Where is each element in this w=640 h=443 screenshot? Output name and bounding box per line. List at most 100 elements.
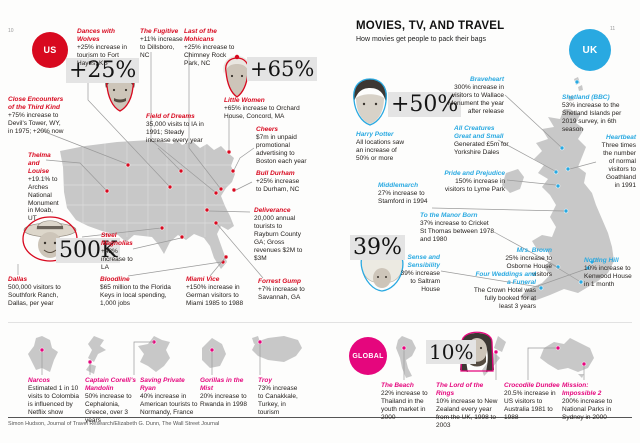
movie-title: Mrs. Brown — [516, 247, 552, 254]
annotation-dallas: Dallas 500,000 visitors to Southfork Ran… — [8, 276, 68, 308]
annotation-close-encounters: Close Encounters of the Third Kind +75% … — [8, 96, 64, 136]
movie-title: Troy — [258, 377, 272, 384]
map-dot-concord — [226, 149, 232, 155]
annotation-the-fugitive: The Fugitive +11% increase to Dillsboro,… — [140, 28, 184, 60]
map-dot-fort-hayes — [167, 184, 173, 190]
annotation-cheers: Cheers $7m in unpaid promotional adverti… — [256, 126, 310, 166]
movie-stat: 150% increase in visitors to Lyme Park — [444, 177, 505, 193]
annotation-troy: Troy 73% increase to Canakkale, Turkey, … — [258, 377, 300, 417]
map-dot-thailand — [401, 345, 407, 351]
movie-stat: +19.1% to Arches National Monument in Mo… — [28, 175, 59, 223]
annotation-shetland: Shetland (BBC) 53% increase to the Shetl… — [562, 94, 628, 134]
annotation-to-the-manor-born: To the Manor Born 37% increase to Cricke… — [420, 212, 494, 244]
map-dot-miami — [223, 254, 229, 260]
map-dot-savannah — [213, 220, 219, 226]
movie-title: Four Weddings and a Funeral — [475, 271, 536, 286]
map-dot-wallace-monument — [559, 145, 565, 151]
colombia-map — [28, 336, 58, 372]
movie-title: Steel Magnolias — [101, 232, 133, 247]
movie-stat: 300% increase in visitors to Wallace Mon… — [447, 83, 504, 115]
stat-little-women: +65% — [247, 57, 318, 81]
page-title: MOVIES, TV, AND TRAVEL — [356, 20, 505, 32]
annotation-braveheart: Braveheart 300% increase in visitors to … — [440, 76, 504, 116]
movie-stat: 22% increase to Thailand in the youth ma… — [381, 389, 428, 421]
map-dot-normandy — [151, 339, 157, 345]
map-dot-lyme-park — [555, 183, 561, 189]
us-region-badge: US — [32, 32, 68, 68]
movie-title: Gorillas in the Mist — [200, 377, 244, 392]
stat-harry-potter: +50% — [388, 92, 462, 117]
annotation-bull-durham: Bull Durham +25% increase to Durham, NC — [256, 170, 304, 194]
annotation-sense-and-sensibility: Sense and Sensibility 39% increase to Sa… — [394, 254, 440, 294]
map-dot-field-of-dreams — [178, 168, 184, 174]
movie-title: Mission: Impossible 2 — [562, 382, 602, 397]
movie-stat: +25% increase to Chimney Rock Park, NC — [184, 43, 235, 67]
movie-title: The Beach — [381, 382, 414, 389]
page-subtitle: How movies get people to pack their bags — [356, 36, 486, 43]
movie-title: Field of Dreams — [146, 113, 195, 120]
movie-title: Saving Private Ryan — [140, 377, 185, 392]
annotation-deliverance: Deliverance 20,000 annual tourists to Ra… — [254, 207, 304, 262]
map-dot-durham — [231, 187, 237, 193]
movie-title: Notting Hill — [584, 257, 619, 264]
map-dot-natchitoches — [179, 234, 185, 240]
map-dot-rwanda — [209, 347, 215, 353]
annotation-bloodline: Bloodline $65 million to the Florida Key… — [100, 276, 180, 308]
turkey-map — [252, 336, 302, 362]
annotation-saving-private-ryan: Saving Private Ryan 40% increase in Amer… — [140, 377, 198, 417]
stat-sense-and-sensibility: 39% — [350, 235, 405, 260]
movie-stat: 10% increase to Kenwood House in 1 month — [584, 264, 632, 288]
annotation-captain-corelli: Captain Corelli's Mandolin 50% increase … — [85, 377, 137, 425]
movie-title: Bull Durham — [256, 170, 295, 177]
movie-stat: All locations saw an increase of 50% or … — [356, 138, 405, 162]
movie-title: The Fugitive — [140, 28, 179, 35]
movie-stat: 10% increase to New Zealand every year f… — [436, 397, 498, 429]
movie-title: Forrest Gump — [258, 278, 301, 285]
section-divider — [8, 322, 632, 323]
movie-title: Thelma and Louise — [28, 152, 51, 175]
map-dot-crown-hotel — [585, 265, 591, 271]
footer-rule — [8, 417, 632, 418]
map-dot-boston — [230, 168, 236, 174]
map-dot-devils-tower — [125, 162, 131, 168]
movie-title: To the Manor Born — [420, 212, 478, 219]
movie-stat: 27% increase to Stamford in 1994 — [378, 189, 428, 205]
uk-region-badge: UK — [569, 29, 611, 71]
movie-stat: 37% increase to Cricket St Thomas betwee… — [420, 219, 494, 243]
annotation-middlemarch: Middlemarch 27% increase to Stamford in … — [378, 182, 430, 206]
australia-map — [540, 338, 594, 378]
movie-stat: 39% increase to Saltram House — [400, 269, 440, 293]
movie-stat: 500,000 visitors to Southfork Ranch, Dal… — [8, 283, 61, 307]
movie-stat: +25% increase to Durham, NC — [256, 177, 300, 193]
movie-title: Pride and Prejudice — [444, 170, 505, 177]
movie-title: Little Women — [224, 97, 265, 104]
movie-title: All Creatures Great and Small — [454, 125, 504, 140]
annotation-thelma-and-louise: Thelma and Louise +19.1% to Arches Natio… — [28, 152, 60, 223]
annotation-all-creatures: All Creatures Great and Small Generated … — [454, 125, 510, 157]
annotation-forrest-gump: Forrest Gump +7% increase to Savannah, G… — [258, 278, 308, 302]
movie-stat: +75% increase to Devil's Tower, WY, in 1… — [8, 111, 64, 135]
map-dot-australia-north — [555, 345, 561, 351]
annotation-mission-impossible-2: Mission: Impossible 2 200% increase to N… — [562, 382, 616, 422]
movie-title: Sense and Sensibility — [407, 254, 440, 269]
annotation-four-weddings: Four Weddings and a Funeral The Crown Ho… — [472, 271, 536, 311]
annotation-dances-with-wolves: Dances with Wolves +25% increase in tour… — [77, 28, 137, 68]
annotation-miami-vice: Miami Vice +150% increase in German visi… — [186, 276, 244, 308]
map-dot-florida-keys — [220, 259, 226, 265]
movie-stat: +150% increase in German visitors to Mia… — [186, 283, 244, 307]
movie-stat: +48% increase to LA — [101, 247, 133, 271]
source-credit: Simon Hudson, Journal of Travel Research… — [8, 421, 220, 427]
map-dot-saltram-house — [538, 285, 544, 291]
annotation-notting-hill: Notting Hill 10% increase to Kenwood Hou… — [584, 257, 634, 289]
right-page-number: 11 — [610, 26, 616, 32]
movie-stat: +25% increase in tourism to Fort Hayes, … — [77, 43, 128, 67]
movie-title: Deliverance — [254, 207, 291, 214]
annotation-steel-magnolias: Steel Magnolias +48% increase to LA — [101, 232, 135, 272]
annotation-crocodile-dundee: Crocodile Dundee 20.5% increase in US vi… — [504, 382, 560, 422]
movie-stat: 50% increase to Cephalonia, Greece, over… — [85, 392, 132, 424]
movie-stat: 35,000 visits to IA in 1991; Steady incr… — [146, 120, 204, 144]
movie-stat: Generated £5m for Yorkshire Dales — [454, 140, 509, 156]
movie-stat: 53% increase to the Shetland Islands per… — [562, 101, 622, 133]
map-dot-yorkshire-dales — [553, 169, 559, 175]
france-map — [138, 336, 170, 372]
